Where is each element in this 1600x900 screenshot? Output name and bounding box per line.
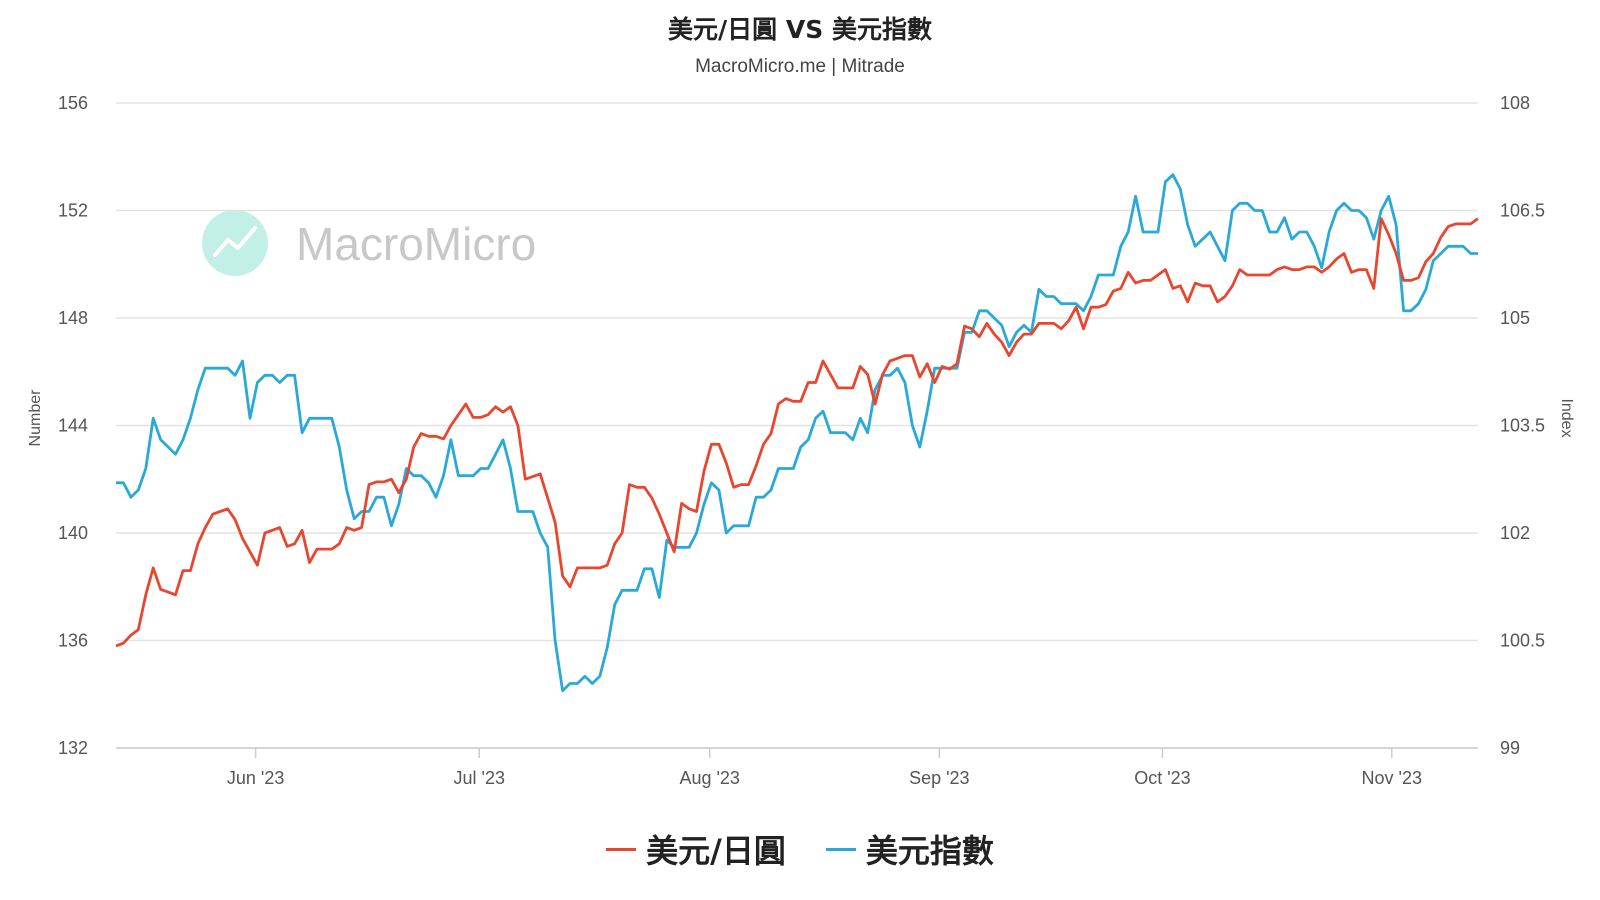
left-tick-label: 148 — [58, 308, 88, 328]
left-axis-ticks: 156 152 148 144 140 136 132 — [58, 93, 88, 758]
series-line-dxy — [116, 173, 1478, 693]
x-tick-label: Nov '23 — [1362, 768, 1422, 788]
grid — [116, 102, 1478, 749]
legend-swatch-usdjpy — [606, 847, 637, 851]
left-tick-label: 136 — [58, 631, 88, 651]
chart-subtitle: MacroMicro.me | Mitrade — [695, 56, 905, 77]
legend-label-dxy: 美元指數 — [865, 832, 994, 870]
right-tick-label: 105 — [1500, 308, 1530, 328]
x-tick-label: Jun '23 — [227, 768, 284, 788]
left-tick-label: 140 — [58, 523, 88, 543]
x-tick-label: Aug '23 — [679, 768, 740, 788]
right-tick-label: 100.5 — [1500, 631, 1545, 651]
left-tick-label: 152 — [58, 201, 88, 221]
right-axis-ticks: 108 106.5 105 103.5 102 100.5 99 — [1500, 93, 1545, 758]
right-tick-label: 108 — [1500, 93, 1530, 113]
legend-item-dxy[interactable]: 美元指數 — [825, 826, 994, 872]
left-tick-label: 132 — [58, 738, 88, 758]
left-axis-title: Number — [27, 389, 44, 447]
x-axis-ticks: Jun '23 Jul '23 Aug '23 Sep '23 Oct '23 Nov '… — [227, 748, 1422, 788]
legend-swatch-dxy — [825, 847, 856, 851]
right-tick-label: 106.5 — [1500, 201, 1545, 221]
legend: 美元/日圓 美元指數 — [0, 826, 1600, 872]
x-tick-label: Sep '23 — [909, 768, 970, 788]
watermark-text: MacroMicro — [296, 218, 536, 270]
right-axis-title: Index — [1558, 398, 1575, 437]
left-tick-label: 144 — [58, 416, 88, 436]
legend-item-usdjpy[interactable]: 美元/日圓 — [606, 826, 786, 872]
right-tick-label: 102 — [1500, 523, 1530, 543]
watermark-logo-icon — [202, 210, 268, 276]
right-tick-label: 99 — [1500, 738, 1520, 758]
legend-label-usdjpy: 美元/日圓 — [646, 832, 786, 870]
x-tick-label: Oct '23 — [1134, 768, 1190, 788]
watermark-logo-mark — [213, 226, 257, 257]
series-lines — [115, 173, 1479, 693]
right-tick-label: 103.5 — [1500, 416, 1545, 436]
chart-title: 美元/日圓 VS 美元指數 — [668, 15, 932, 44]
series-line-usdjpy — [115, 217, 1479, 648]
left-tick-label: 156 — [58, 93, 88, 113]
watermark: MacroMicro — [202, 210, 536, 276]
x-tick-label: Jul '23 — [454, 768, 505, 788]
